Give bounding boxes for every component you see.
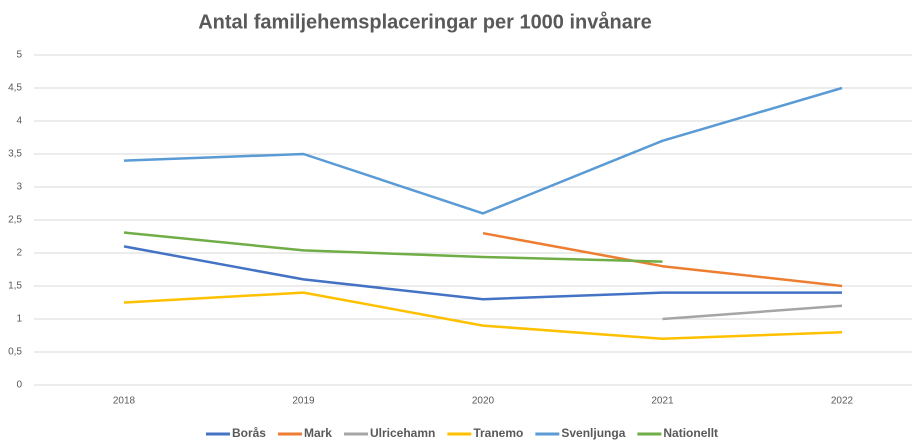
- legend: Borås Mark Ulricehamn Tranemo Svenljunga Nati…: [205, 426, 718, 440]
- x-tick-label: 2020: [472, 396, 495, 407]
- y-tick-label: 2,5: [8, 215, 22, 226]
- y-tick-label: 4: [16, 116, 22, 127]
- series-line: [123, 86, 843, 215]
- y-tick-label: 3: [16, 182, 22, 193]
- chart-title: Antal familjehemsplaceringar per 1000 in…: [198, 10, 652, 33]
- y-tick-label: 1,5: [8, 281, 22, 292]
- legend-label: Nationellt: [663, 426, 718, 440]
- series-line: [123, 291, 843, 341]
- series-line: [482, 231, 843, 288]
- x-tick-label: 2018: [113, 396, 136, 407]
- y-tick-label: 4,5: [8, 83, 22, 94]
- x-tick-label: 2022: [831, 396, 854, 407]
- y-tick-label: 2: [16, 248, 22, 259]
- series-line: [123, 231, 663, 263]
- series-line: [662, 304, 843, 321]
- legend-label: Borås: [232, 426, 266, 440]
- x-tick-label: 2021: [651, 396, 674, 407]
- legend-label: Svenljunga: [561, 426, 625, 440]
- y-tick-label: 1: [16, 314, 22, 325]
- legend-label: Ulricehamn: [370, 426, 435, 440]
- y-tick-label: 0,5: [8, 347, 22, 358]
- y-tick-label: 5: [16, 50, 22, 61]
- series-line: [123, 245, 842, 301]
- legend-label: Mark: [304, 426, 332, 440]
- legend-label: Tranemo: [473, 426, 523, 440]
- y-tick-label: 0: [16, 380, 22, 391]
- y-tick-label: 3,5: [8, 149, 22, 160]
- x-tick-label: 2019: [292, 396, 315, 407]
